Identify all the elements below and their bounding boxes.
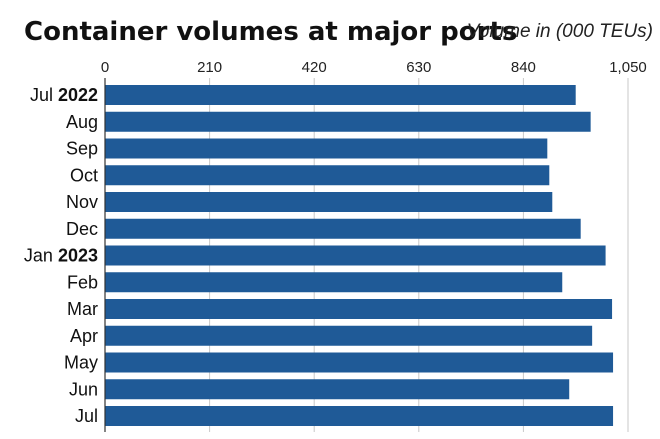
- category-month: Dec: [66, 219, 98, 239]
- category-label: Mar: [67, 299, 98, 319]
- bar-4: [105, 165, 550, 186]
- category-month: Aug: [66, 112, 98, 132]
- category-year: 2023: [58, 246, 98, 266]
- bar-12: [105, 379, 570, 400]
- category-month: Jan: [24, 246, 53, 266]
- bar-8: [105, 272, 563, 293]
- bar-9: [105, 299, 613, 319]
- category-month: May: [64, 353, 98, 373]
- x-tick-label: 840: [511, 59, 536, 76]
- x-axis-ticks: 0 210 420 630 840 1,050: [101, 59, 647, 76]
- bar-5: [105, 192, 553, 212]
- category-label: Feb: [67, 272, 98, 292]
- category-month: Jun: [69, 379, 98, 399]
- bar-2: [105, 111, 591, 132]
- x-tick-label: 210: [197, 59, 222, 76]
- category-label: Oct: [70, 165, 98, 185]
- category-year: 2022: [58, 85, 98, 105]
- category-month: Apr: [70, 326, 98, 346]
- bars: [105, 85, 614, 426]
- category-label: Jan 2023: [24, 246, 98, 266]
- bar-13: [105, 406, 614, 426]
- category-month: Jul: [75, 406, 98, 426]
- category-label: Apr: [70, 326, 98, 346]
- category-label: Aug: [66, 112, 98, 132]
- category-label: Jul: [75, 406, 98, 426]
- x-tick-label: 420: [302, 59, 327, 76]
- bar-3: [105, 138, 548, 159]
- category-label: Jun: [69, 379, 98, 399]
- category-month: Sep: [66, 139, 98, 159]
- category-label: May: [64, 353, 98, 373]
- bar-7: [105, 245, 606, 266]
- category-month: Feb: [67, 272, 98, 292]
- category-label: Nov: [66, 192, 98, 212]
- x-tick-label: 1,050: [609, 59, 647, 76]
- unit-label: Volume in (000 TEUs): [467, 21, 653, 42]
- x-tick-label: 0: [101, 59, 109, 76]
- bar-10: [105, 325, 593, 346]
- bar-11: [105, 352, 614, 373]
- bar-1: [105, 85, 576, 105]
- category-month: Mar: [67, 299, 98, 319]
- bar-6: [105, 218, 581, 239]
- category-month: Jul: [30, 85, 53, 105]
- x-tick-label: 630: [406, 59, 431, 76]
- chart-title: Container volumes at major ports: [24, 17, 517, 47]
- category-month: Nov: [66, 192, 98, 212]
- category-label: Dec: [66, 219, 98, 239]
- category-month: Oct: [70, 165, 98, 185]
- category-label: Sep: [66, 139, 98, 159]
- category-label: Jul 2022: [30, 85, 98, 105]
